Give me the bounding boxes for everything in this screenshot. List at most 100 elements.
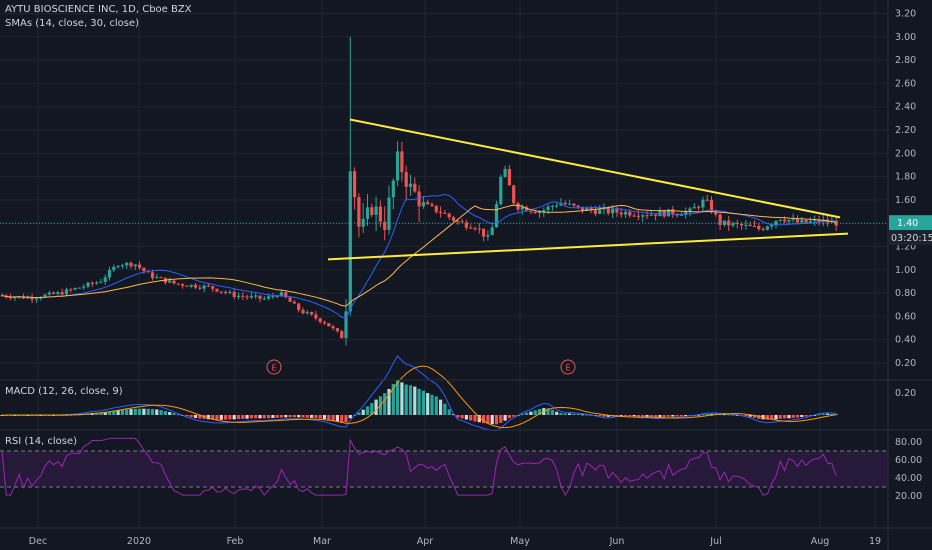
macd-histogram-bar (568, 413, 572, 415)
macd-histogram-bar (288, 415, 292, 418)
macd-histogram-bar (649, 415, 653, 417)
macd-histogram-bar (636, 415, 640, 417)
candle-body (765, 226, 769, 230)
trendlines (0, 118, 888, 261)
current-price-badge (889, 215, 932, 231)
macd-histogram-bar (310, 415, 314, 418)
candle-body (138, 264, 142, 268)
macd-histogram-bar (413, 386, 417, 415)
candle-body (357, 197, 361, 227)
candle-body (774, 220, 778, 225)
price-tick-label: 3.00 (895, 32, 916, 43)
price-tick-label: 1.60 (895, 195, 916, 206)
macd-histogram-bar (675, 415, 679, 417)
sma-legend[interactable]: SMAs (14, close, 30, close) (5, 18, 140, 29)
symbol-title[interactable]: AYTU BIOSCIENCE INC, 1D, Cboe BZX (5, 4, 192, 15)
macd-histogram-bar (232, 415, 236, 420)
time-label: Apr (417, 536, 434, 547)
macd-histogram-bar (198, 415, 202, 419)
candle-body (30, 297, 34, 300)
earnings-marker-label: E (271, 364, 276, 373)
macd-histogram-bar (241, 415, 245, 419)
macd-histogram-bar (383, 393, 387, 415)
macd-histogram-bar (267, 415, 271, 419)
candle-body (666, 209, 671, 217)
countdown-label: 03:20:15 (891, 233, 932, 244)
macd-histogram-bar (705, 413, 709, 415)
rsi-legend[interactable]: RSI (14, close) (5, 436, 78, 447)
candle-body (185, 285, 189, 287)
macd-histogram-bar (254, 415, 258, 419)
candle-body (645, 215, 649, 217)
price-scale[interactable]: 3.20 3.00 2.80 2.60 2.40 2.20 2.00 1.80 1.60 1.40… (889, 9, 932, 503)
candle-body (13, 297, 17, 299)
macd-histogram-bar (606, 415, 610, 417)
macd-histogram-bar (206, 415, 210, 420)
macd-histogram-bar (830, 413, 834, 415)
macd-histogram-bar (365, 406, 370, 415)
candle-body (370, 207, 374, 215)
candle-body (469, 227, 473, 229)
candle-body (142, 267, 146, 272)
macd-legend[interactable]: MACD (12, 26, close, 9) (5, 386, 123, 397)
macd-histogram-bar (774, 415, 778, 420)
candle-body (176, 283, 180, 285)
candle-body (451, 217, 456, 221)
candle-body (568, 203, 572, 205)
candle-body (340, 331, 344, 339)
macd-histogram-bar (619, 415, 623, 416)
candle-body (443, 212, 447, 214)
macd-histogram-bar (172, 413, 176, 415)
macd-histogram-bar (112, 410, 116, 415)
macd-histogram-bar (804, 415, 808, 417)
macd-histogram-bar (744, 415, 748, 417)
macd-histogram-bar (460, 415, 464, 419)
candle-body (193, 284, 198, 288)
candle-body (499, 176, 503, 205)
macd-histogram-bar (107, 411, 112, 415)
candle-body (211, 286, 215, 289)
macd-histogram-bar (533, 410, 537, 415)
candle-body (692, 207, 696, 209)
macd-histogram-bar (666, 415, 671, 417)
candle-body (43, 294, 47, 298)
time-axis[interactable]: Dec 2020 Feb Mar Apr May Jun Jul Aug 19 (29, 536, 881, 547)
candle-body (537, 212, 542, 214)
macd-histogram-bar (834, 413, 838, 415)
earnings-marker (560, 359, 576, 375)
candle-body (795, 218, 800, 223)
candle-body (757, 226, 761, 230)
candle-body (327, 323, 331, 327)
candle-body (477, 228, 481, 230)
macd-histogram-bar (580, 414, 585, 416)
macd-histogram-bar (623, 415, 628, 416)
candle-body (421, 202, 425, 207)
macd-histogram-bar (576, 413, 580, 415)
macd-histogram-bar (473, 415, 477, 422)
macd-histogram-bar (0, 415, 4, 416)
macd-histogram-bar (322, 415, 327, 420)
candle-body (417, 191, 421, 207)
candle-body (400, 151, 404, 173)
macd-histogram-bar (245, 415, 249, 419)
candle-body (254, 295, 258, 297)
sma-lines (1, 193, 837, 319)
candle-body (107, 270, 112, 278)
candle-body (331, 326, 335, 329)
grid-lines (0, 0, 888, 528)
macd-histogram-bar (387, 388, 391, 415)
candle-body (404, 172, 408, 187)
candle-body (228, 291, 232, 293)
time-label: Jul (709, 536, 721, 547)
rsi-band-fill (0, 451, 888, 487)
candle-body (740, 223, 744, 226)
macd-histogram-bar (150, 409, 155, 415)
price-tick-label: 0.80 (895, 288, 916, 299)
macd-histogram-bar (219, 415, 223, 420)
macd-histogram-bar (168, 412, 172, 415)
macd-histogram-bar (215, 415, 219, 420)
macd-histogram-bar (348, 415, 352, 419)
